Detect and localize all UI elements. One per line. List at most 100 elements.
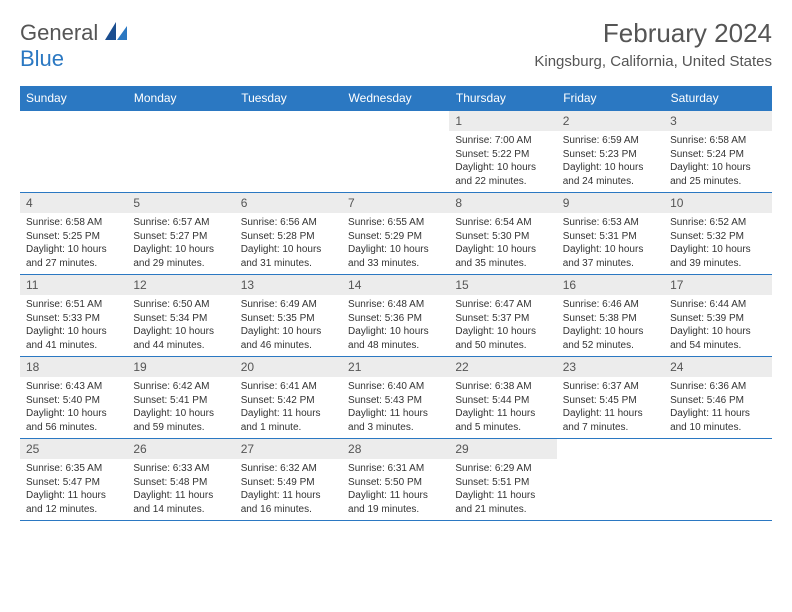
calendar-day-cell: 8Sunrise: 6:54 AMSunset: 5:30 PMDaylight… xyxy=(449,193,556,275)
logo-sail-icon xyxy=(105,22,127,40)
day-line-ss: Sunset: 5:33 PM xyxy=(26,312,121,326)
calendar-day-cell: 9Sunrise: 6:53 AMSunset: 5:31 PMDaylight… xyxy=(557,193,664,275)
col-header: Thursday xyxy=(449,86,556,111)
day-line-sr: Sunrise: 6:58 AM xyxy=(670,134,765,148)
day-line-dl2: and 25 minutes. xyxy=(670,175,765,189)
day-line-dl2: and 19 minutes. xyxy=(348,503,443,517)
calendar-header-row: SundayMondayTuesdayWednesdayThursdayFrid… xyxy=(20,86,772,111)
day-line-sr: Sunrise: 6:37 AM xyxy=(563,380,658,394)
day-line-dl1: Daylight: 11 hours xyxy=(455,489,550,503)
day-line-dl2: and 10 minutes. xyxy=(670,421,765,435)
day-line-ss: Sunset: 5:50 PM xyxy=(348,476,443,490)
logo-text: General Blue xyxy=(20,18,127,72)
day-line-ss: Sunset: 5:25 PM xyxy=(26,230,121,244)
day-line-dl1: Daylight: 10 hours xyxy=(241,325,336,339)
day-number: 18 xyxy=(20,357,127,377)
day-info: Sunrise: 6:58 AMSunset: 5:25 PMDaylight:… xyxy=(20,213,127,273)
col-header: Wednesday xyxy=(342,86,449,111)
day-line-sr: Sunrise: 6:59 AM xyxy=(563,134,658,148)
day-line-dl1: Daylight: 11 hours xyxy=(348,407,443,421)
day-line-dl1: Daylight: 11 hours xyxy=(26,489,121,503)
day-line-ss: Sunset: 5:35 PM xyxy=(241,312,336,326)
calendar-day-cell: 14Sunrise: 6:48 AMSunset: 5:36 PMDayligh… xyxy=(342,275,449,357)
day-number: 24 xyxy=(664,357,771,377)
day-line-dl2: and 29 minutes. xyxy=(133,257,228,271)
day-info: Sunrise: 6:50 AMSunset: 5:34 PMDaylight:… xyxy=(127,295,234,355)
day-line-dl1: Daylight: 10 hours xyxy=(563,243,658,257)
day-line-dl2: and 31 minutes. xyxy=(241,257,336,271)
day-line-dl1: Daylight: 11 hours xyxy=(670,407,765,421)
calendar-week-row: 18Sunrise: 6:43 AMSunset: 5:40 PMDayligh… xyxy=(20,357,772,439)
day-line-dl1: Daylight: 10 hours xyxy=(26,325,121,339)
page-title: February 2024 xyxy=(534,18,772,49)
day-line-dl1: Daylight: 11 hours xyxy=(241,489,336,503)
day-line-dl1: Daylight: 10 hours xyxy=(455,243,550,257)
page-header: General Blue February 2024 Kingsburg, Ca… xyxy=(20,18,772,72)
day-line-dl1: Daylight: 11 hours xyxy=(348,489,443,503)
day-line-dl2: and 5 minutes. xyxy=(455,421,550,435)
day-line-ss: Sunset: 5:32 PM xyxy=(670,230,765,244)
calendar-day-cell xyxy=(557,439,664,521)
day-line-dl2: and 1 minute. xyxy=(241,421,336,435)
day-line-dl1: Daylight: 10 hours xyxy=(455,161,550,175)
col-header: Friday xyxy=(557,86,664,111)
day-line-dl2: and 39 minutes. xyxy=(670,257,765,271)
calendar-body: 1Sunrise: 7:00 AMSunset: 5:22 PMDaylight… xyxy=(20,111,772,521)
day-line-sr: Sunrise: 6:31 AM xyxy=(348,462,443,476)
day-number: 10 xyxy=(664,193,771,213)
day-line-dl1: Daylight: 10 hours xyxy=(348,325,443,339)
day-line-dl2: and 14 minutes. xyxy=(133,503,228,517)
day-info: Sunrise: 6:29 AMSunset: 5:51 PMDaylight:… xyxy=(449,459,556,519)
day-line-dl2: and 46 minutes. xyxy=(241,339,336,353)
day-line-dl2: and 59 minutes. xyxy=(133,421,228,435)
day-number: 23 xyxy=(557,357,664,377)
day-line-ss: Sunset: 5:51 PM xyxy=(455,476,550,490)
col-header: Sunday xyxy=(20,86,127,111)
day-line-dl2: and 27 minutes. xyxy=(26,257,121,271)
day-line-sr: Sunrise: 6:32 AM xyxy=(241,462,336,476)
day-line-dl1: Daylight: 10 hours xyxy=(133,407,228,421)
calendar-day-cell: 13Sunrise: 6:49 AMSunset: 5:35 PMDayligh… xyxy=(235,275,342,357)
day-line-dl2: and 21 minutes. xyxy=(455,503,550,517)
logo-text-blue: Blue xyxy=(20,46,64,71)
day-line-sr: Sunrise: 6:40 AM xyxy=(348,380,443,394)
day-info: Sunrise: 6:56 AMSunset: 5:28 PMDaylight:… xyxy=(235,213,342,273)
day-number: 20 xyxy=(235,357,342,377)
day-number: 5 xyxy=(127,193,234,213)
day-line-ss: Sunset: 5:43 PM xyxy=(348,394,443,408)
day-info: Sunrise: 6:31 AMSunset: 5:50 PMDaylight:… xyxy=(342,459,449,519)
day-line-dl1: Daylight: 11 hours xyxy=(455,407,550,421)
day-number: 15 xyxy=(449,275,556,295)
day-line-sr: Sunrise: 6:54 AM xyxy=(455,216,550,230)
day-line-dl2: and 56 minutes. xyxy=(26,421,121,435)
day-line-sr: Sunrise: 6:58 AM xyxy=(26,216,121,230)
day-line-ss: Sunset: 5:30 PM xyxy=(455,230,550,244)
day-line-dl1: Daylight: 11 hours xyxy=(241,407,336,421)
day-line-ss: Sunset: 5:38 PM xyxy=(563,312,658,326)
calendar-week-row: 1Sunrise: 7:00 AMSunset: 5:22 PMDaylight… xyxy=(20,111,772,193)
day-line-dl1: Daylight: 10 hours xyxy=(133,325,228,339)
day-line-dl2: and 54 minutes. xyxy=(670,339,765,353)
calendar-day-cell: 26Sunrise: 6:33 AMSunset: 5:48 PMDayligh… xyxy=(127,439,234,521)
logo: General Blue xyxy=(20,18,127,72)
day-line-ss: Sunset: 5:23 PM xyxy=(563,148,658,162)
day-line-ss: Sunset: 5:42 PM xyxy=(241,394,336,408)
day-info: Sunrise: 6:38 AMSunset: 5:44 PMDaylight:… xyxy=(449,377,556,437)
day-number: 13 xyxy=(235,275,342,295)
day-line-sr: Sunrise: 6:53 AM xyxy=(563,216,658,230)
day-number: 3 xyxy=(664,111,771,131)
logo-text-main: General xyxy=(20,20,98,45)
day-info: Sunrise: 6:51 AMSunset: 5:33 PMDaylight:… xyxy=(20,295,127,355)
day-line-sr: Sunrise: 6:29 AM xyxy=(455,462,550,476)
calendar-day-cell: 6Sunrise: 6:56 AMSunset: 5:28 PMDaylight… xyxy=(235,193,342,275)
day-info: Sunrise: 6:54 AMSunset: 5:30 PMDaylight:… xyxy=(449,213,556,273)
day-number: 14 xyxy=(342,275,449,295)
col-header: Monday xyxy=(127,86,234,111)
day-number: 26 xyxy=(127,439,234,459)
day-line-dl2: and 35 minutes. xyxy=(455,257,550,271)
calendar-day-cell: 27Sunrise: 6:32 AMSunset: 5:49 PMDayligh… xyxy=(235,439,342,521)
day-line-dl2: and 33 minutes. xyxy=(348,257,443,271)
day-line-dl2: and 37 minutes. xyxy=(563,257,658,271)
day-number: 1 xyxy=(449,111,556,131)
day-line-ss: Sunset: 5:37 PM xyxy=(455,312,550,326)
